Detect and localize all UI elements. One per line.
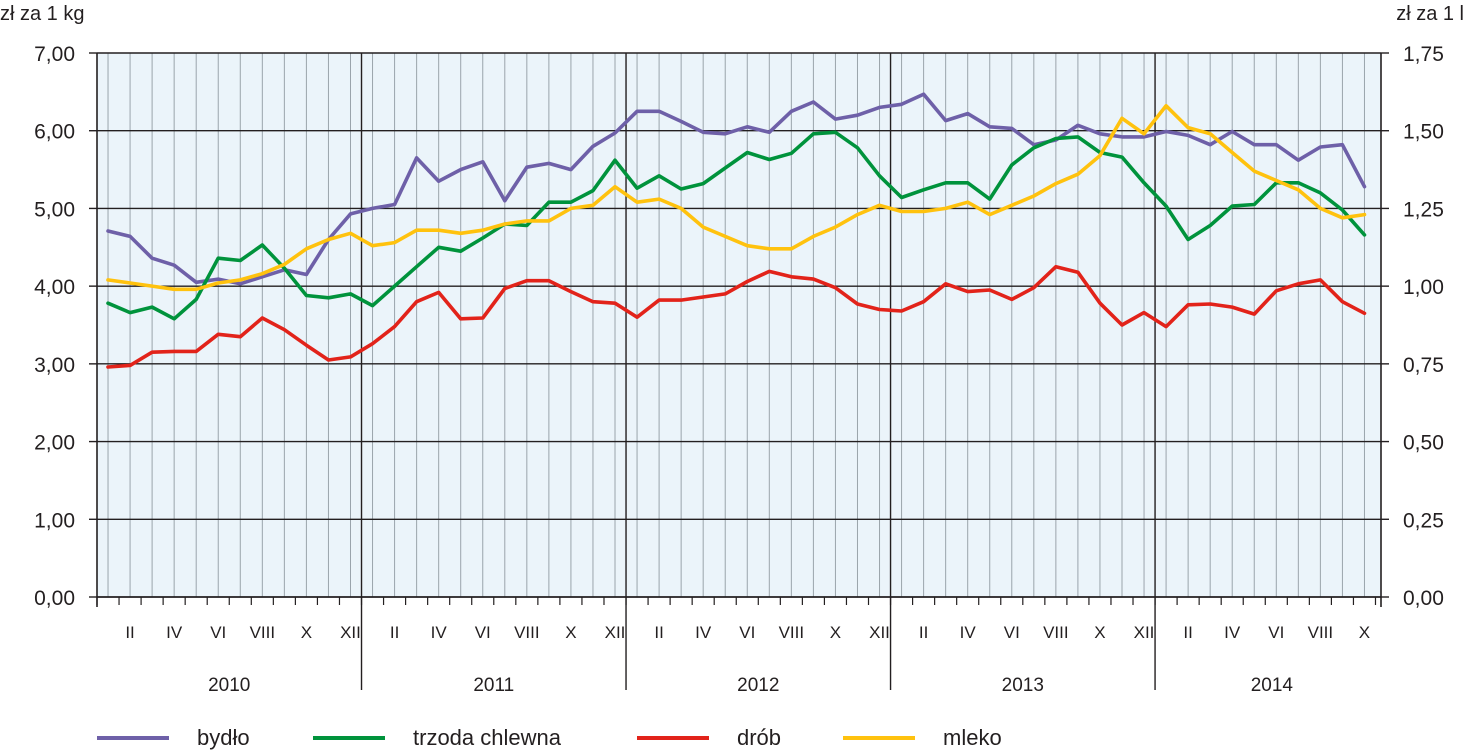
month-label: VI [210,623,226,642]
legend-label-drob: drób [737,725,782,750]
month-label: VI [475,623,491,642]
legend-item-trzoda-chlewna: trzoda chlewna [313,722,561,754]
month-label: II [654,623,663,642]
legend-swatch-drob [637,736,709,740]
year-label: 2011 [473,675,514,696]
y-tick-label-left: 6,00 [34,121,75,144]
legend-swatch-mleko [843,736,915,740]
month-gridlines [107,53,1365,597]
year-label: 2012 [737,675,779,696]
month-label: VIII [779,623,805,642]
y-axis-label-left: zł za 1 kg [0,3,84,25]
month-label: IV [431,623,448,642]
month-label: VIII [250,623,276,642]
month-label: VI [1268,623,1284,642]
month-label: XII [869,623,890,642]
month-label: IV [166,623,183,642]
month-label: IV [960,623,977,642]
legend-label-bydlo: bydło [197,725,250,750]
month-label: XII [1134,623,1155,642]
month-label: X [1094,623,1105,642]
y-tick-label-right: 1,75 [1403,43,1444,66]
month-label: IV [695,623,712,642]
y-tick-label-left: 5,00 [34,198,75,221]
y-axis-label-right: zł za 1 l [1396,3,1464,25]
y-tick-label-left: 4,00 [34,276,75,299]
legend-label-mleko: mleko [943,725,1002,750]
month-label: XII [340,623,361,642]
line-chart: 0,00 1,00 2,00 3,00 4,00 5,00 6,00 7,00 0,00 0,25… [0,3,1464,696]
year-label: 2010 [208,675,250,696]
year-label: 2013 [1002,675,1044,696]
month-label: X [830,623,841,642]
month-label: VI [1004,623,1020,642]
month-label: II [919,623,928,642]
y-tick-label-left: 3,00 [34,354,75,377]
tick-labels: 0,00 1,00 2,00 3,00 4,00 5,00 6,00 7,00 0,00 0,25… [34,43,1444,696]
series-line-0 [106,92,1367,286]
series-line-1 [106,130,1367,321]
month-label: X [565,623,576,642]
month-label: VI [739,623,755,642]
month-label: X [1359,623,1370,642]
series-layer [106,92,1367,369]
y-tick-label-left: 1,00 [34,509,75,532]
legend-label-trzoda-chlewna: trzoda chlewna [413,725,561,750]
y-tick-label-right: 0,00 [1403,587,1444,610]
series-line-2 [106,264,1367,369]
y-tick-label-right: 1,25 [1403,198,1444,221]
month-label: IV [1224,623,1241,642]
month-label: VIII [1308,623,1334,642]
series-line-3 [106,104,1367,292]
month-label: X [301,623,312,642]
y-tick-label-right: 0,75 [1403,354,1444,377]
legend-swatch-trzoda-chlewna [313,736,385,740]
month-label: XII [605,623,626,642]
y-tick-label-right: 1,50 [1403,121,1444,144]
legend-item-mleko: mleko [843,722,1002,754]
legend-item-drob: drób [637,722,781,754]
y-tick-label-right: 1,00 [1403,276,1444,299]
y-tick-label-left: 2,00 [34,432,75,455]
legend-item-bydlo: bydło [97,722,250,754]
month-label: II [390,623,399,642]
month-label: VIII [1043,623,1069,642]
y-tick-label-left: 0,00 [34,587,75,610]
year-label: 2014 [1251,675,1294,696]
y-tick-label-right: 0,25 [1403,509,1444,532]
legend-swatch-bydlo [97,736,169,740]
y-tick-label-left: 7,00 [34,43,75,66]
legend: bydło trzoda chlewna drób mleko [0,722,1467,754]
y-tick-label-right: 0,50 [1403,432,1444,455]
axes [89,52,1389,690]
month-label: II [1183,623,1192,642]
month-label: VIII [514,623,540,642]
month-label: II [125,623,134,642]
